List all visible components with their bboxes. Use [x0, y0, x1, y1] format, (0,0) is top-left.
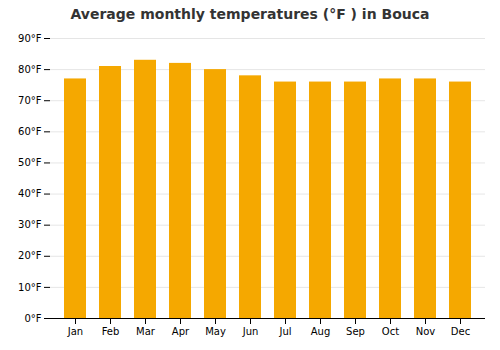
svg-text:Oct: Oct [382, 326, 399, 337]
svg-text:40°F: 40°F [18, 188, 42, 199]
svg-text:Feb: Feb [102, 326, 120, 337]
svg-text:50°F: 50°F [18, 157, 42, 168]
svg-text:80°F: 80°F [18, 64, 42, 75]
svg-text:Nov: Nov [416, 326, 436, 337]
svg-text:10°F: 10°F [18, 282, 42, 293]
svg-text:Sep: Sep [346, 326, 365, 337]
svg-text:0°F: 0°F [24, 313, 41, 324]
svg-text:90°F: 90°F [18, 33, 42, 44]
svg-text:Jul: Jul [278, 326, 291, 337]
svg-text:Jun: Jun [242, 326, 259, 337]
svg-text:60°F: 60°F [18, 126, 42, 137]
svg-text:30°F: 30°F [18, 219, 42, 230]
svg-text:70°F: 70°F [18, 95, 42, 106]
svg-text:20°F: 20°F [18, 250, 42, 261]
svg-text:Dec: Dec [451, 326, 470, 337]
svg-text:Mar: Mar [136, 326, 156, 337]
html-text:Average monthly temperatures (: Average monthly temperatures (°F ) in Bo… [70, 6, 430, 22]
svg-text:May: May [205, 326, 226, 337]
svg-text:Jan: Jan [67, 326, 83, 337]
svg-text:Apr: Apr [172, 326, 190, 337]
svg-text:Aug: Aug [311, 326, 331, 337]
